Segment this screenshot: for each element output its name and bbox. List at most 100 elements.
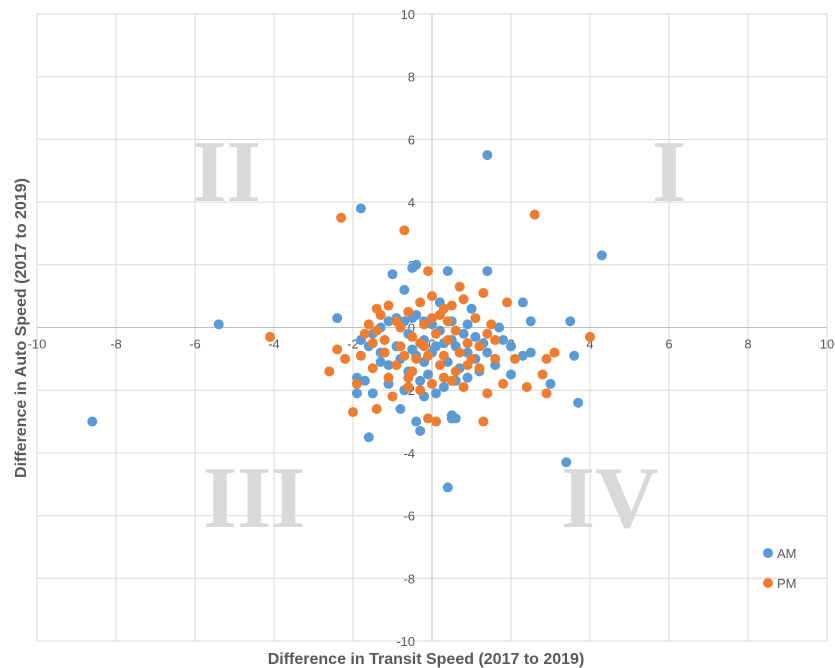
data-point-pm	[498, 378, 509, 389]
x-tick-label: 8	[744, 337, 751, 352]
x-tick-label: -6	[189, 337, 201, 352]
data-point-pm	[367, 363, 378, 374]
y-tick-label: -6	[403, 509, 415, 524]
data-point-am	[561, 457, 572, 468]
data-point-am	[498, 335, 509, 346]
data-point-am	[383, 360, 394, 371]
data-point-pm	[430, 328, 441, 339]
data-point-pm	[265, 331, 276, 342]
data-point-pm	[541, 353, 552, 364]
quadrant-label: IV	[561, 450, 659, 547]
data-point-am	[565, 316, 576, 327]
data-point-pm	[478, 416, 489, 427]
data-point-am	[415, 375, 426, 386]
data-point-am	[363, 432, 374, 443]
y-tick-label: 0	[408, 321, 415, 336]
data-point-pm	[419, 319, 430, 330]
data-point-am	[383, 316, 394, 327]
data-point-pm	[379, 335, 390, 346]
data-point-pm	[438, 350, 449, 361]
data-point-pm	[427, 378, 437, 389]
data-point-am	[458, 328, 469, 339]
legend-label-pm: PM	[777, 576, 797, 591]
data-point-pm	[450, 325, 461, 336]
legend-label-am: AM	[777, 546, 797, 561]
data-points	[87, 150, 607, 493]
x-tick-label: 4	[586, 337, 593, 352]
data-point-am	[517, 350, 528, 361]
data-point-pm	[363, 319, 374, 330]
legend: AM PM	[763, 546, 797, 591]
data-point-pm	[403, 306, 414, 317]
legend-marker-am	[763, 548, 773, 558]
data-point-pm	[454, 281, 465, 292]
data-point-pm	[415, 338, 426, 349]
data-point-pm	[423, 350, 434, 361]
data-point-am	[411, 309, 422, 320]
data-point-am	[359, 375, 370, 386]
data-point-pm	[399, 225, 410, 236]
y-axis-title: Difference in Auto Speed (2017 to 2019)	[13, 178, 30, 478]
quadrant-label: II	[192, 124, 261, 221]
data-point-pm	[395, 322, 406, 333]
data-point-pm	[415, 297, 426, 308]
data-point-am	[462, 372, 473, 383]
data-point-am	[399, 284, 410, 295]
data-point-pm	[407, 366, 418, 377]
data-point-pm	[458, 294, 469, 305]
data-point-am	[442, 266, 453, 277]
data-point-pm	[450, 366, 461, 377]
data-point-pm	[427, 291, 437, 302]
data-point-am	[470, 331, 481, 342]
data-point-pm	[423, 266, 434, 277]
data-point-am	[596, 250, 607, 261]
data-point-pm	[470, 313, 481, 324]
data-point-pm	[371, 303, 382, 314]
y-tick-label: 4	[408, 195, 415, 210]
data-point-pm	[427, 313, 437, 324]
data-point-pm	[442, 335, 453, 346]
data-point-am	[387, 269, 398, 280]
data-point-am	[87, 416, 98, 427]
data-point-pm	[486, 319, 497, 330]
data-point-pm	[478, 288, 489, 299]
data-point-am	[367, 388, 378, 399]
data-point-pm	[391, 360, 402, 371]
data-point-pm	[383, 372, 394, 383]
y-tick-label: 6	[408, 132, 415, 147]
data-point-am	[415, 425, 426, 436]
data-point-am	[375, 356, 386, 367]
data-point-pm	[387, 391, 398, 402]
x-axis-title: Difference in Transit Speed (2017 to 201…	[268, 651, 585, 668]
data-point-am	[482, 347, 493, 358]
data-point-pm	[446, 300, 457, 311]
data-point-am	[494, 322, 505, 333]
data-point-pm	[529, 209, 540, 220]
data-point-pm	[454, 347, 465, 358]
data-point-am	[423, 369, 434, 380]
data-point-am	[351, 388, 362, 399]
data-point-am	[213, 319, 224, 330]
data-point-am	[395, 404, 406, 415]
quadrant-label: III	[203, 450, 306, 547]
data-point-am	[506, 341, 516, 352]
data-point-pm	[446, 375, 457, 386]
y-tick-label: -10	[396, 634, 415, 649]
data-point-am	[332, 313, 343, 324]
data-point-pm	[423, 413, 434, 424]
data-point-pm	[490, 335, 501, 346]
data-point-am	[545, 378, 556, 389]
data-point-pm	[509, 353, 520, 364]
data-point-am	[482, 150, 493, 161]
data-point-pm	[541, 388, 552, 399]
data-point-pm	[351, 378, 362, 389]
data-point-pm	[324, 366, 335, 377]
data-point-pm	[474, 363, 485, 374]
data-point-pm	[383, 300, 394, 311]
data-point-am	[569, 350, 580, 361]
data-point-pm	[403, 382, 414, 393]
y-tick-label: -8	[403, 571, 415, 586]
data-point-am	[525, 316, 536, 327]
data-point-am	[525, 347, 536, 358]
